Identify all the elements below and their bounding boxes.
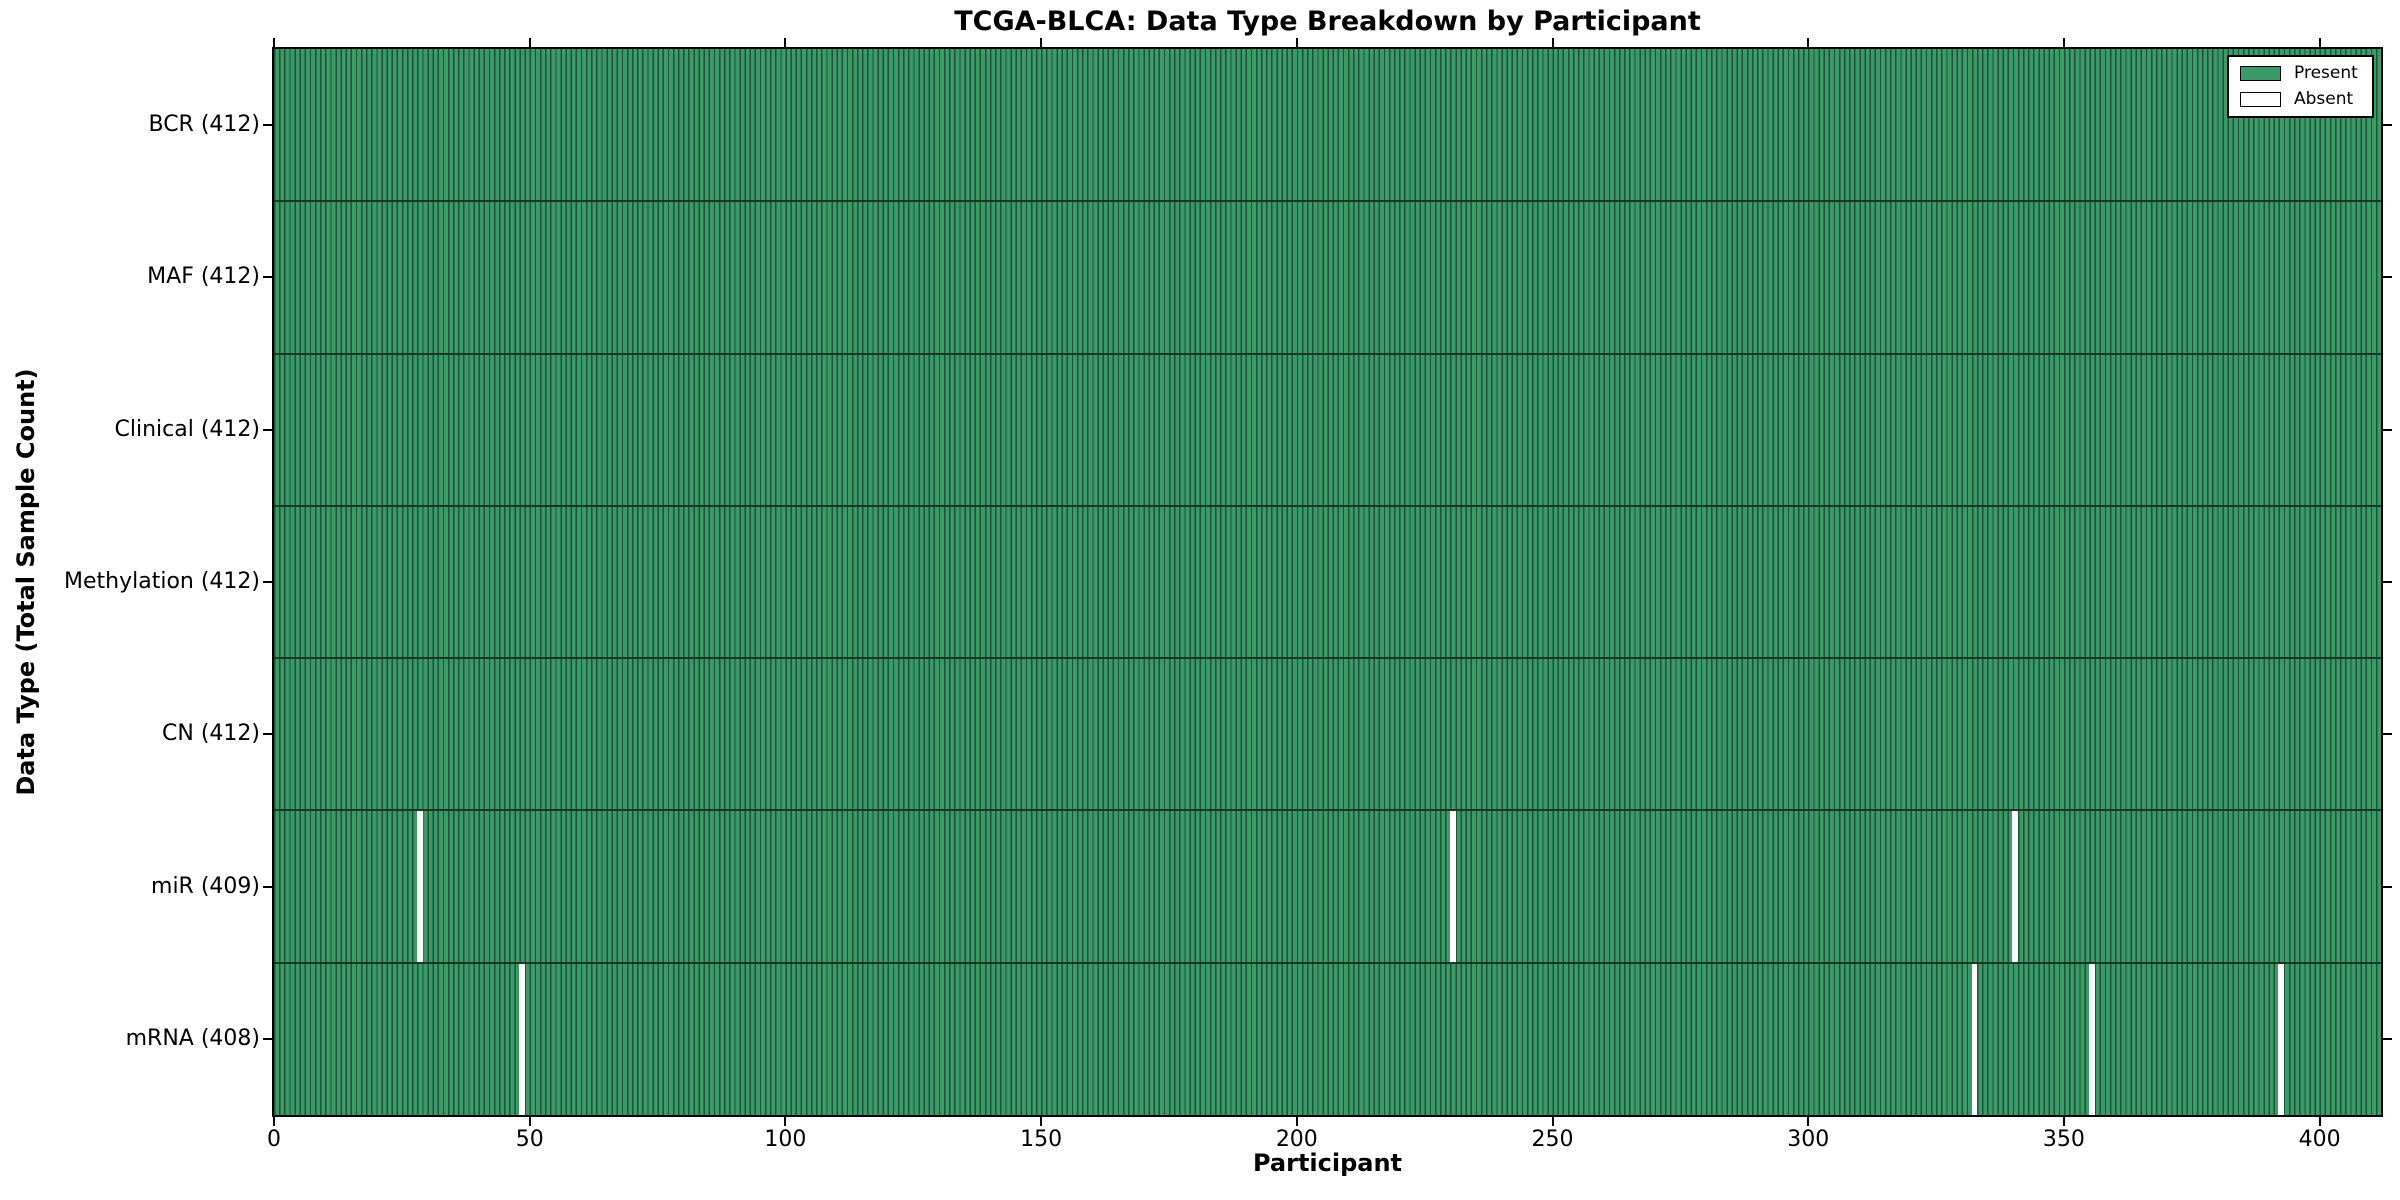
x-tick-bottom [1551, 1117, 1554, 1126]
x-tick-top [784, 38, 787, 47]
row-divider [274, 657, 2381, 660]
row-divider [274, 504, 2381, 507]
y-tick-right [2383, 733, 2392, 736]
legend-swatch-present [2240, 66, 2281, 81]
x-tick-label: 150 [1020, 1127, 1063, 1152]
y-tick-left [263, 124, 272, 127]
row-divider [274, 809, 2381, 812]
absent-gap-mir-230 [1449, 810, 1456, 963]
legend-entry-present: Present [2240, 65, 2361, 82]
x-tick-bottom [2318, 1117, 2321, 1126]
x-axis-label: Participant [1252, 1149, 1403, 1177]
legend: Present Absent [2227, 55, 2374, 118]
x-tick-top [528, 38, 531, 47]
x-tick-label: 200 [1275, 1127, 1318, 1152]
plot-area [272, 47, 2383, 1117]
x-tick-bottom [528, 1117, 531, 1126]
x-tick-bottom [2062, 1117, 2065, 1126]
y-tick-label: Clinical (412) [114, 416, 260, 442]
x-tick-bottom [1807, 1117, 1810, 1126]
absent-gap-mir-340 [2012, 810, 2019, 963]
legend-swatch-absent [2240, 92, 2281, 107]
y-tick-left [263, 885, 272, 888]
x-tick-label: 50 [515, 1127, 544, 1152]
x-tick-top [2062, 38, 2065, 47]
x-tick-top [1040, 38, 1043, 47]
x-tick-bottom [1040, 1117, 1043, 1126]
row-cn [274, 658, 2381, 811]
y-tick-label: Methylation (412) [64, 569, 260, 594]
absent-gap-mrna-355 [2089, 962, 2095, 1115]
x-tick-top [1807, 38, 1810, 47]
chart-title: TCGA-BLCA: Data Type Breakdown by Partic… [954, 6, 1701, 37]
row-divider [274, 352, 2381, 355]
legend-entry-absent: Absent [2240, 91, 2361, 108]
absent-gap-mir-28 [416, 810, 423, 963]
y-tick-right [2383, 124, 2392, 127]
y-tick-right [2383, 1037, 2392, 1040]
y-tick-label: miR (409) [151, 873, 260, 899]
x-tick-top [1295, 38, 1298, 47]
y-tick-left [263, 428, 272, 431]
y-tick-label: mRNA (408) [125, 1025, 260, 1051]
row-divider [274, 961, 2381, 964]
legend-label: Present [2294, 63, 2358, 83]
x-tick-top [273, 38, 275, 47]
y-tick-label: CN (412) [162, 721, 260, 747]
y-tick-left [263, 733, 272, 736]
x-tick-label: 350 [2042, 1127, 2085, 1152]
row-methylation [274, 505, 2381, 659]
x-tick-top [2318, 38, 2321, 47]
row-clinical [274, 353, 2381, 506]
y-tick-left [263, 1037, 272, 1040]
y-tick-right [2383, 885, 2392, 888]
y-tick-right [2383, 276, 2392, 279]
y-tick-label: BCR (412) [148, 112, 260, 138]
x-tick-label: 100 [764, 1127, 807, 1152]
x-tick-label: 300 [1787, 1127, 1830, 1152]
legend-label: Absent [2294, 89, 2354, 109]
row-mrna [274, 962, 2381, 1115]
y-tick-left [263, 276, 272, 279]
absent-gap-mrna-392 [2278, 962, 2285, 1115]
x-tick-label: 0 [267, 1127, 281, 1152]
y-tick-right [2383, 428, 2392, 431]
absent-gap-mrna-332 [1971, 962, 1978, 1115]
x-tick-bottom [1295, 1117, 1298, 1126]
row-maf [274, 201, 2381, 354]
y-tick-left [263, 581, 272, 583]
row-mir [274, 810, 2381, 963]
y-tick-right [2383, 581, 2392, 583]
x-tick-label: 250 [1531, 1127, 1574, 1152]
absent-gap-mrna-48 [519, 962, 525, 1115]
y-tick-label: MAF (412) [147, 264, 260, 290]
row-divider [274, 200, 2381, 203]
row-bcr [274, 49, 2381, 202]
x-tick-bottom [784, 1117, 787, 1126]
x-tick-top [1551, 38, 1554, 47]
x-tick-bottom [273, 1117, 275, 1126]
x-tick-label: 400 [2298, 1127, 2341, 1152]
